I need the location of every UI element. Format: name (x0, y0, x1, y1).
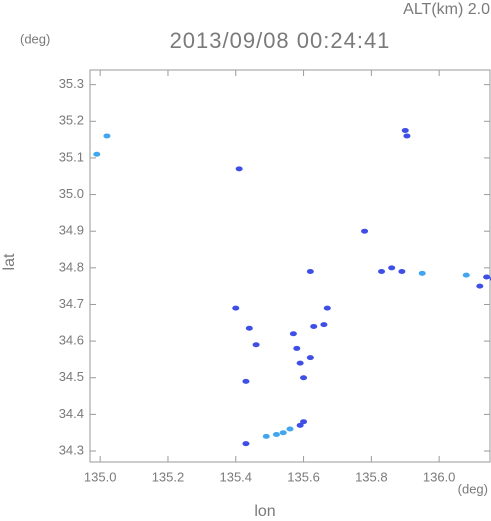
y-tick-label: 34.5 (59, 369, 84, 384)
x-tick-label: 135.2 (152, 469, 185, 484)
echo-blob (293, 345, 301, 351)
echo-blob (306, 268, 314, 274)
y-tick-label: 34.8 (59, 259, 84, 274)
y-tick-label: 35.2 (59, 113, 84, 128)
echo-blob (286, 426, 294, 432)
y-tick-label: 35.3 (59, 76, 84, 91)
x-tick-label: 135.4 (219, 469, 252, 484)
echo-blob (245, 325, 253, 331)
echo-blob (300, 419, 308, 425)
echo-blob (272, 432, 280, 438)
y-tick-label: 34.6 (59, 333, 84, 348)
echo-blob (403, 133, 411, 139)
echo-blob (401, 127, 409, 133)
echo-blob (418, 270, 426, 276)
echo-blob (323, 305, 331, 311)
y-tick-label: 34.9 (59, 223, 84, 238)
echo-blob (300, 375, 308, 381)
echo-blob (476, 283, 484, 289)
echo-blob (252, 342, 260, 348)
x-tick-label: 135.0 (84, 469, 117, 484)
echo-blob (242, 441, 250, 447)
echo-blob (103, 133, 111, 139)
echo-blob (279, 430, 287, 436)
x-axis-label: lon (254, 503, 275, 520)
y-tick-label: 34.3 (59, 442, 84, 457)
echo-blob (93, 151, 101, 157)
x-tick-label: 135.8 (355, 469, 388, 484)
y-tick-label: 35.0 (59, 186, 84, 201)
echo-blob (232, 305, 240, 311)
echo-blob (296, 360, 304, 366)
echo-blob (388, 265, 396, 271)
plot-frame (89, 69, 491, 463)
y-unit: (deg) (20, 31, 50, 46)
y-axis-label: lat (1, 253, 18, 270)
altitude-label: ALT(km) 2.0 (403, 1, 490, 18)
echo-blob (483, 274, 491, 280)
echo-blob (242, 378, 250, 384)
echo-blob (262, 433, 270, 439)
chart-title: 2013/09/08 00:24:41 (170, 28, 391, 53)
echo-blob (306, 355, 314, 361)
echo-blob (361, 228, 369, 234)
echo-blob (296, 422, 304, 428)
echo-blob (289, 331, 297, 337)
echo-blob (320, 322, 328, 328)
y-tick-label: 34.7 (59, 296, 84, 311)
echo-blob (310, 323, 318, 329)
x-tick-label: 136.0 (423, 469, 456, 484)
echo-blob (235, 166, 243, 172)
echo-blob (462, 272, 470, 278)
echo-blob (378, 268, 386, 274)
x-unit: (deg) (458, 481, 488, 496)
x-tick-label: 135.6 (287, 469, 320, 484)
echo-blob (398, 268, 406, 274)
y-tick-label: 34.4 (59, 406, 84, 421)
y-tick-label: 35.1 (59, 149, 84, 164)
